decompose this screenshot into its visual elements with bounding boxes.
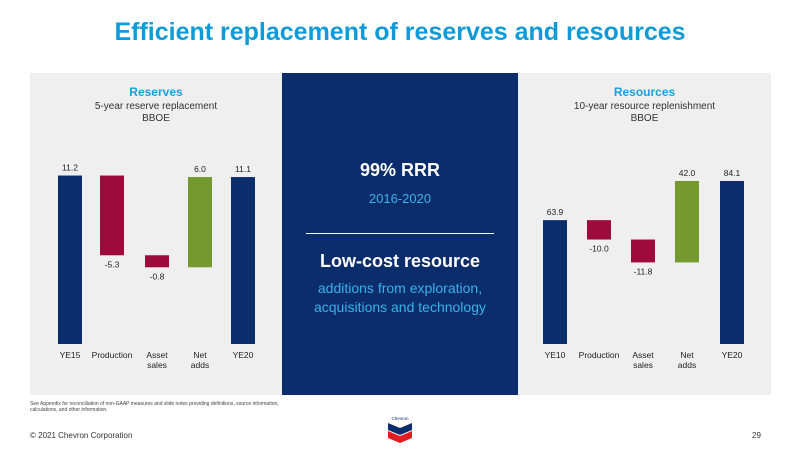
resources-heading: Resources (613, 85, 676, 99)
tick-label-4: adds (191, 360, 209, 370)
tick-label-1: YE15 (60, 350, 81, 360)
data-label-2: -10.0 (589, 244, 609, 254)
footnote: See Appendix for reconciliation of non-G… (30, 401, 279, 413)
low-cost-heading: Low-cost resource (319, 251, 481, 271)
rrr-value: 99% RRR (359, 160, 441, 180)
reserves-panel: Reserves 5-year reserve replacement BBOE… (30, 73, 282, 395)
chevron-logo-icon: Chevron (388, 416, 412, 443)
data-label-4: 6.0 (194, 164, 206, 174)
reserves-subtitle: 5-year reserve replacement (94, 101, 218, 112)
data-label-5: 84.1 (724, 168, 741, 178)
tick-label-5: YE20 (233, 350, 254, 360)
low-cost-description: additions from exploration, acquisitions… (313, 280, 486, 315)
bar-4 (188, 177, 212, 268)
tick-label-3: sales (147, 360, 167, 370)
slide-title: Efficient replacement of reserves and re… (114, 18, 686, 46)
bar-3 (145, 255, 169, 268)
reserves-unit: BBOE (142, 113, 170, 124)
tick-label-4: adds (678, 360, 696, 370)
bar-5 (231, 177, 255, 344)
tick-label-4: Net (193, 350, 207, 360)
tick-label-3: sales (633, 360, 653, 370)
data-label-3: -11.8 (634, 266, 653, 276)
rrr-period: 2016-2020 (368, 191, 432, 206)
bar-1 (543, 220, 567, 344)
bar-2 (100, 175, 124, 256)
data-label-3: -0.8 (150, 271, 165, 281)
data-label-2: -5.3 (105, 259, 120, 269)
resources-subtitle: 10-year resource replenishment (573, 101, 716, 112)
resources-panel: Resources 10-year resource replenishment… (518, 73, 771, 395)
tick-label-2: Production (92, 350, 133, 360)
tick-label-1: YE10 (545, 350, 566, 360)
bar-1 (58, 175, 82, 344)
tick-label-3: Asset (146, 350, 168, 360)
rrr-summary-panel: 99% RRR 2016-2020 Low-cost resource addi… (282, 73, 518, 395)
summary-divider (306, 233, 494, 234)
data-label-4: 42.0 (679, 168, 696, 178)
logo-text: Chevron (391, 416, 409, 421)
tick-label-4: Net (680, 350, 694, 360)
bar-5 (720, 181, 744, 344)
reserves-heading: Reserves (129, 85, 183, 99)
bar-2 (587, 220, 611, 240)
bar-3 (631, 239, 655, 263)
data-label-5: 11.1 (235, 164, 251, 174)
page-number: 29 (752, 431, 761, 440)
tick-label-5: YE20 (722, 350, 743, 360)
resources-unit: BBOE (630, 113, 659, 124)
data-label-1: 11.2 (62, 163, 78, 173)
copyright: © 2021 Chevron Corporation (30, 431, 133, 440)
tick-label-3: Asset (632, 350, 654, 360)
bar-4 (675, 181, 699, 263)
data-label-1: 63.9 (547, 207, 564, 217)
tick-label-2: Production (579, 350, 620, 360)
